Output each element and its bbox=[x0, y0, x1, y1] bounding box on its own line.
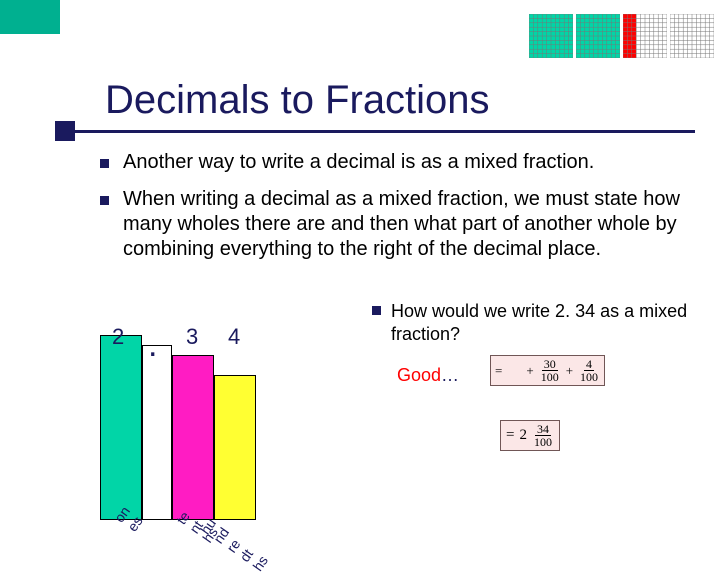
eq2-equals: = bbox=[506, 427, 514, 444]
page-title: Decimals to Fractions bbox=[105, 78, 490, 123]
bullet-icon bbox=[100, 196, 109, 205]
right-bullet: How would we write 2. 34 as a mixed frac… bbox=[372, 300, 702, 345]
col-tenths: tenths bbox=[172, 355, 214, 520]
col-ones: ones bbox=[100, 335, 142, 520]
digit-dot: . bbox=[148, 337, 157, 354]
grid-partial bbox=[623, 14, 667, 58]
eq-plus2: + bbox=[566, 363, 573, 379]
equation-1: = + 30 100 + 4 100 bbox=[490, 355, 605, 386]
frac-4-100: 4 100 bbox=[578, 358, 600, 383]
grid-blocks bbox=[529, 14, 714, 58]
ellipsis: … bbox=[441, 365, 459, 385]
bullet-list: Another way to write a decimal is as a m… bbox=[100, 150, 700, 274]
bullet-item-1: Another way to write a decimal is as a m… bbox=[100, 150, 700, 175]
title-underline bbox=[55, 130, 695, 133]
eq2-whole: 2 bbox=[519, 427, 527, 444]
good-text: Good bbox=[397, 365, 441, 385]
grid-full-1 bbox=[529, 14, 573, 58]
label-ones: ones bbox=[111, 503, 146, 534]
frac-30-100: 30 100 bbox=[539, 358, 561, 383]
place-value-chart: ones tenths hundredths 2 . 3 4 bbox=[42, 320, 342, 540]
equation-2: = 2 34 100 bbox=[500, 420, 560, 451]
bullet-icon bbox=[100, 159, 109, 168]
bullet-text-1: Another way to write a decimal is as a m… bbox=[123, 150, 594, 175]
grid-empty bbox=[670, 14, 714, 58]
bullet-item-2: When writing a decimal as a mixed fracti… bbox=[100, 187, 700, 262]
eq-plus: + bbox=[526, 363, 533, 379]
digit-4: 4 bbox=[228, 324, 240, 350]
label-hundredths: hundredths bbox=[197, 515, 271, 574]
bullet-icon bbox=[372, 306, 381, 315]
color-bar bbox=[0, 0, 60, 34]
grid-full-2 bbox=[576, 14, 620, 58]
digit-3: 3 bbox=[186, 324, 198, 350]
col-point bbox=[142, 345, 172, 520]
col-hundredths: hundredths bbox=[214, 375, 256, 520]
right-question: How would we write 2. 34 as a mixed frac… bbox=[391, 300, 702, 345]
eq-equals: = bbox=[495, 363, 502, 379]
bullet-text-2: When writing a decimal as a mixed fracti… bbox=[123, 187, 700, 262]
digit-2: 2 bbox=[112, 324, 124, 350]
frac-34-100: 34 100 bbox=[532, 423, 554, 448]
